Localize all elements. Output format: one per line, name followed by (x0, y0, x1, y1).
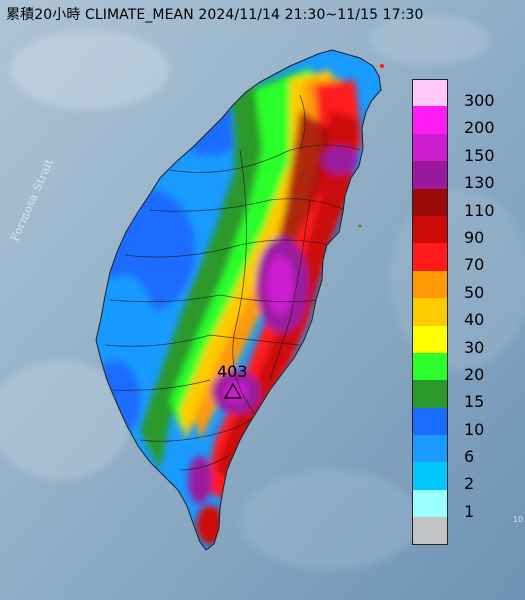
legend-label: 200 (464, 118, 495, 138)
legend-swatch (412, 215, 448, 244)
legend-swatch (412, 517, 448, 545)
legend-swatch (412, 243, 448, 271)
legend-row: 30 (412, 325, 518, 357)
legend-label: 130 (464, 173, 495, 193)
legend-row: 90 (412, 215, 518, 247)
legend-swatch (412, 489, 448, 518)
legend-row: 15 (412, 380, 518, 412)
legend-row: 20 (412, 352, 518, 384)
legend-label: 30 (464, 337, 485, 357)
legend-swatch (412, 106, 448, 134)
legend-swatch (412, 188, 448, 216)
legend-swatch (412, 380, 448, 408)
legend-swatch (412, 352, 448, 381)
legend-label: 110 (464, 200, 495, 220)
legend-row: 200 (412, 106, 518, 138)
legend-row: 130 (412, 161, 518, 193)
legend-swatch (412, 161, 448, 189)
legend-row: 50 (412, 270, 518, 302)
edge-mark-text: 10 (513, 515, 524, 524)
legend-label: 50 (464, 282, 485, 302)
legend-row: 2 (412, 462, 518, 494)
legend-swatch (412, 79, 448, 107)
legend-label: 1 (464, 501, 475, 521)
legend-row: 1 (412, 489, 518, 521)
legend-label: 300 (464, 91, 495, 110)
legend-swatch (412, 435, 448, 463)
peak-rainfall-value: 403 (217, 362, 248, 381)
legend-label: 15 (464, 392, 485, 412)
legend-row: 300 (412, 79, 518, 110)
rainfall-legend: 300 200 150 130 110 90 70 50 40 30 20 15 10 6 2 1 (412, 79, 518, 545)
map-title: 累積20小時 CLIMATE_MEAN 2024/11/14 21:30~11/… (6, 7, 424, 23)
legend-swatch (412, 407, 448, 436)
legend-swatch (412, 298, 448, 326)
legend-row: 110 (412, 188, 518, 220)
legend-swatch (412, 462, 448, 490)
legend-row: 10 (412, 407, 518, 439)
legend-row: 40 (412, 298, 518, 330)
legend-row: 150 (412, 133, 518, 165)
legend-swatch (412, 133, 448, 162)
legend-swatch (412, 325, 448, 353)
legend-label: 150 (464, 145, 495, 165)
legend-swatch (412, 270, 448, 299)
triangle-station-icon (224, 383, 242, 399)
legend-label: 40 (464, 310, 485, 330)
legend-label: 70 (464, 255, 485, 275)
legend-label: 20 (464, 364, 485, 384)
legend-label: 10 (464, 419, 485, 439)
legend-row: 6 (412, 435, 518, 467)
legend-label: 90 (464, 227, 485, 247)
legend-label: 2 (464, 474, 475, 494)
legend-row: 70 (412, 243, 518, 275)
legend-row (412, 517, 518, 545)
legend-label: 6 (464, 447, 475, 467)
